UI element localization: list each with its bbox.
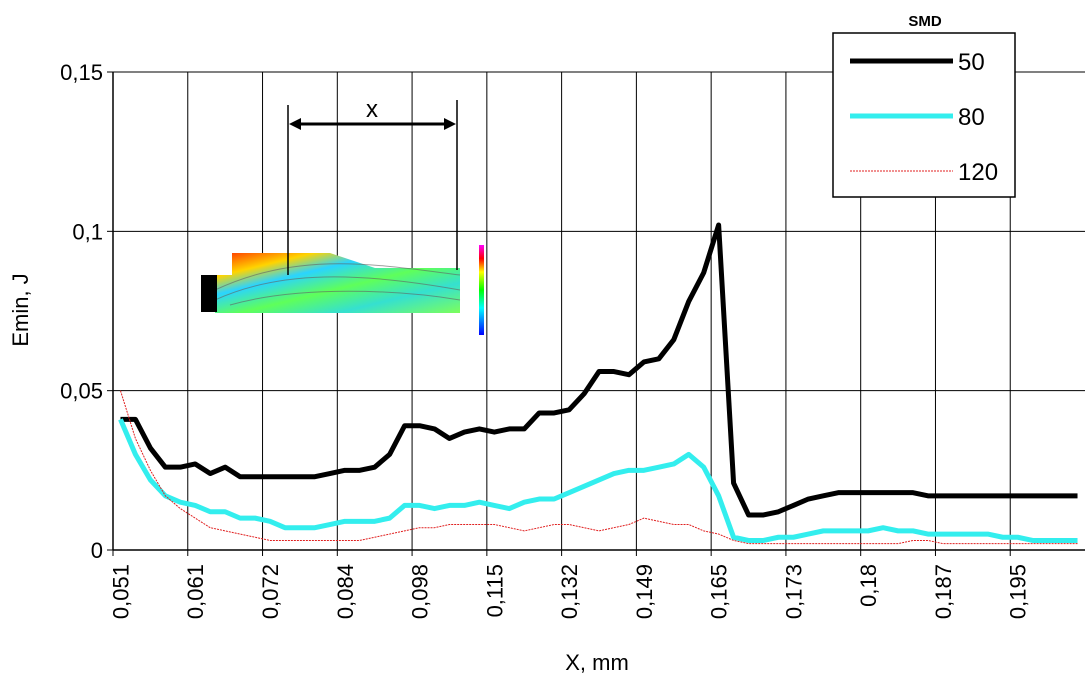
streamlines [214, 263, 461, 306]
x-tick-label: 0,173 [781, 564, 806, 619]
inset-image: x [201, 96, 484, 335]
y-axis-label: Emin, J [8, 273, 33, 346]
x-tick-label: 0,115 [482, 564, 507, 617]
x-tick-label: 0,072 [258, 564, 283, 619]
x-tick-label: 0,132 [557, 564, 582, 619]
annotation: x [366, 96, 378, 123]
legend-label: 120 [958, 159, 998, 186]
legend-label: 50 [958, 49, 985, 76]
legend-title: SMD [908, 13, 942, 30]
x-tick-label: 0,195 [1006, 564, 1031, 619]
x-tick-label: 0,165 [707, 564, 732, 619]
arrow-head [444, 118, 456, 130]
x-tick-label: 0,098 [408, 564, 433, 619]
x-tick-label: 0,084 [333, 564, 358, 619]
plot-lines [118, 222, 1078, 545]
legend-label: 80 [958, 104, 985, 131]
series-line [120, 390, 1078, 545]
x-tick-label: 0,18 [856, 564, 881, 607]
color-bar [479, 245, 484, 335]
series-line [118, 418, 1078, 543]
inlet [201, 275, 217, 312]
y-tick-label: 0,05 [60, 379, 103, 404]
arrow-head [289, 118, 301, 130]
x-tick-label: 0,061 [183, 564, 208, 619]
x-tick-label: 0,149 [632, 564, 657, 619]
y-tick-label: 0,15 [60, 60, 103, 85]
x-tick-label: 0,051 [108, 564, 133, 619]
x-tick-label: 0,187 [931, 564, 956, 619]
series-line [120, 222, 1078, 518]
cfd-field [215, 253, 460, 313]
x-axis-label: X, mm [565, 650, 629, 675]
y-tick-label: 0 [91, 538, 103, 563]
y-tick-label: 0,1 [72, 219, 103, 244]
